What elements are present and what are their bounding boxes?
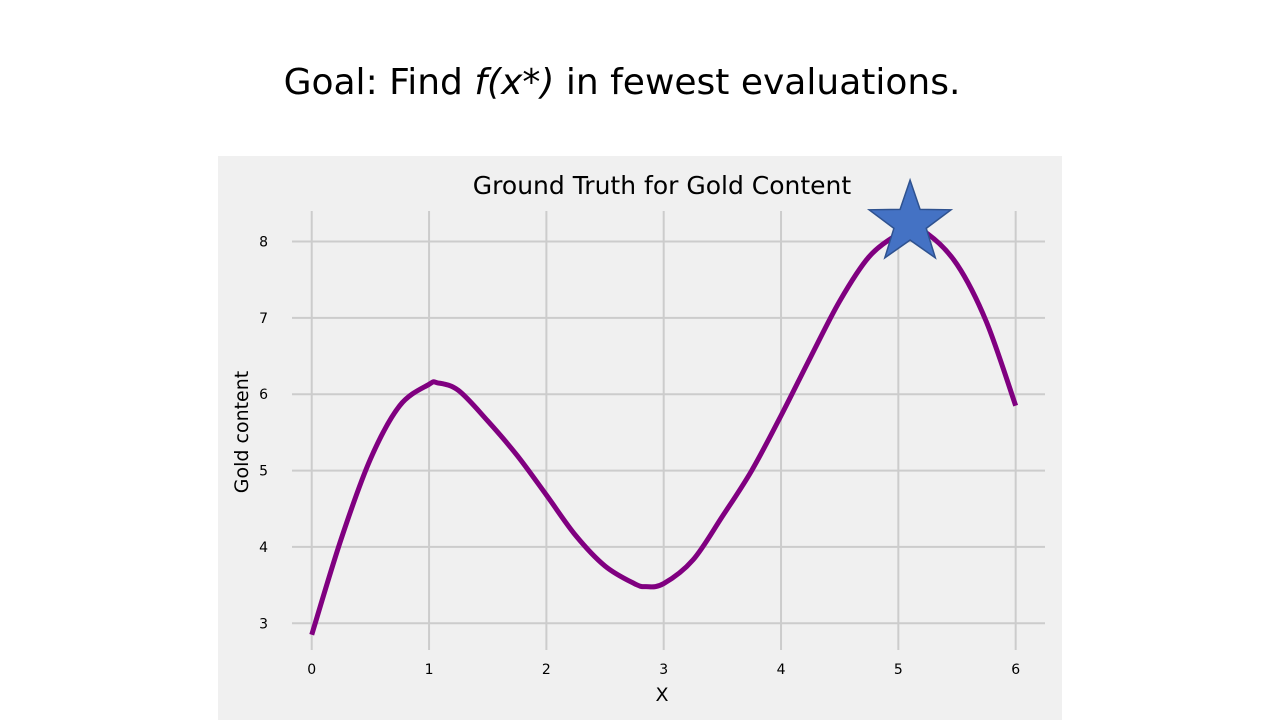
x-tick-label: 5 [894, 662, 903, 678]
heading-math: f(x*) [474, 62, 555, 103]
marker-layer [866, 177, 954, 260]
x-tick-label: 0 [307, 662, 316, 678]
vertical-grid [310, 211, 1017, 650]
y-tick-label: 8 [259, 235, 268, 251]
y-tick-label: 3 [259, 616, 268, 632]
chart-title: Ground Truth for Gold Content [473, 171, 852, 200]
horizontal-grid [292, 240, 1045, 625]
x-tick-label: 6 [1011, 662, 1020, 678]
chart-panel: Ground Truth for Gold Content 0 1 2 3 4 5 6 3 4… [218, 156, 1062, 720]
x-axis-label: X [655, 684, 668, 706]
x-tick-labels: 0 1 2 3 4 5 6 [307, 662, 1020, 678]
chart: Ground Truth for Gold Content 0 1 2 3 4 5 6 3 4… [231, 171, 1045, 706]
slide-heading: Goal: Find f(x*) in fewest evaluations. [0, 62, 1244, 103]
y-tick-label: 4 [259, 540, 268, 556]
y-tick-label: 7 [259, 311, 268, 327]
y-tick-label: 5 [259, 464, 268, 480]
y-axis-label: Gold content [231, 371, 253, 493]
heading-suffix: in fewest evaluations. [554, 62, 961, 103]
heading-prefix: Goal: Find [283, 62, 475, 103]
x-tick-label: 3 [659, 662, 668, 678]
x-tick-label: 2 [542, 662, 551, 678]
y-tick-label: 6 [259, 387, 268, 403]
x-tick-label: 1 [425, 662, 434, 678]
x-tick-label: 4 [777, 662, 786, 678]
star-icon [866, 177, 954, 260]
y-tick-labels: 3 4 5 6 7 8 [259, 235, 268, 633]
